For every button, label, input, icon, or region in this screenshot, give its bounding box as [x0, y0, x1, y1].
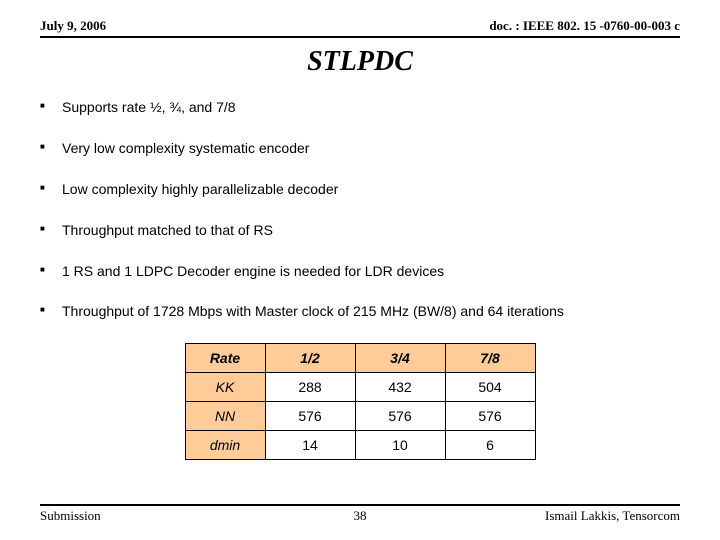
bullet-list: Supports rate ½, ¾, and 7/8 Very low com…	[40, 98, 680, 321]
table-header-col: 3/4	[355, 344, 445, 373]
slide-header: July 9, 2006 doc. : IEEE 802. 15 -0760-0…	[40, 18, 680, 38]
bullet-item: Low complexity highly parallelizable dec…	[40, 180, 680, 199]
table-cell: 10	[355, 431, 445, 460]
bullet-item: Throughput of 1728 Mbps with Master cloc…	[40, 302, 680, 321]
rate-table-wrap: Rate 1/2 3/4 7/8 KK 288 432 504 NN 576 5…	[40, 343, 680, 460]
table-cell: 576	[355, 402, 445, 431]
table-row: KK 288 432 504	[185, 373, 535, 402]
table-row-label: dmin	[185, 431, 265, 460]
table-cell: 432	[355, 373, 445, 402]
footer-submission: Submission	[40, 508, 101, 524]
table-header-label: Rate	[185, 344, 265, 373]
table-header-col: 7/8	[445, 344, 535, 373]
bullet-item: Supports rate ½, ¾, and 7/8	[40, 98, 680, 117]
table-cell: 14	[265, 431, 355, 460]
table-header-col: 1/2	[265, 344, 355, 373]
table-cell: 288	[265, 373, 355, 402]
bullet-item: 1 RS and 1 LDPC Decoder engine is needed…	[40, 262, 680, 281]
header-doc: doc. : IEEE 802. 15 -0760-00-003 c	[489, 18, 680, 34]
footer-author: Ismail Lakkis, Tensorcom	[545, 508, 680, 524]
table-cell: 504	[445, 373, 535, 402]
table-cell: 6	[445, 431, 535, 460]
table-row: NN 576 576 576	[185, 402, 535, 431]
slide-footer: Submission 38 Ismail Lakkis, Tensorcom	[40, 504, 680, 524]
bullet-item: Throughput matched to that of RS	[40, 221, 680, 240]
slide-title: STLPDC	[40, 46, 680, 78]
table-header-row: Rate 1/2 3/4 7/8	[185, 344, 535, 373]
table-row: dmin 14 10 6	[185, 431, 535, 460]
rate-table: Rate 1/2 3/4 7/8 KK 288 432 504 NN 576 5…	[185, 343, 536, 460]
table-row-label: NN	[185, 402, 265, 431]
table-cell: 576	[265, 402, 355, 431]
table-row-label: KK	[185, 373, 265, 402]
slide: July 9, 2006 doc. : IEEE 802. 15 -0760-0…	[0, 0, 720, 540]
bullet-item: Very low complexity systematic encoder	[40, 139, 680, 158]
header-date: July 9, 2006	[40, 18, 106, 34]
table-cell: 576	[445, 402, 535, 431]
